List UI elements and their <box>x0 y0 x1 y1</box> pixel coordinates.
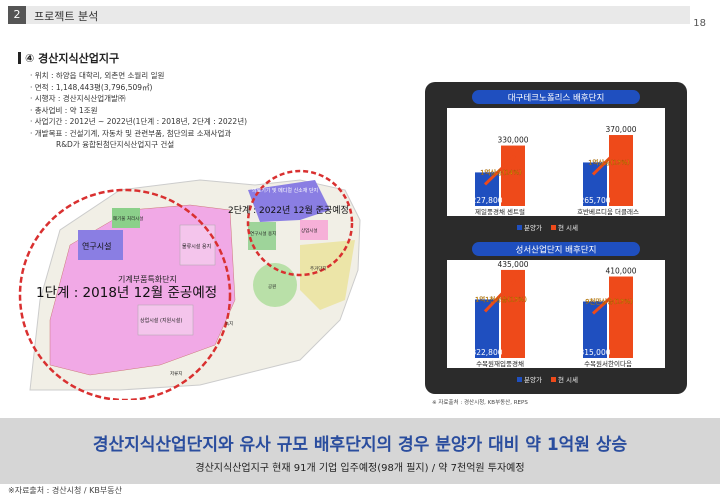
bar-sale-price <box>583 162 607 206</box>
increase-annotation: 1억상승(13%) <box>588 157 630 166</box>
section-title-text: ④ 경산지식산업지구 <box>25 52 120 65</box>
bullet-item: · 개발목표 : 건설기계, 자동차 및 관련부품, 첨단의료 소재사업과 <box>30 128 232 138</box>
page-source: ※자료출처 : 경산시청 / KB부동산 <box>8 486 122 495</box>
bullet-item: · 총사업비 : 약 1조원 <box>30 105 98 115</box>
header-title: 프로젝트 분석 <box>34 10 99 23</box>
legend-swatch-sale <box>517 377 522 382</box>
bullet-item: · 면적 : 1,148,443평(3,796,509㎡) <box>30 82 153 92</box>
category-label: 제일풍경채 센트럴 <box>475 207 525 216</box>
banner-subline: 경산지식산업지구 현재 91개 기업 입주예정(98개 필지) / 약 7천억원… <box>195 463 525 474</box>
page-number: 18 <box>693 18 706 29</box>
increase-arrow <box>591 285 625 315</box>
chart-source: ※ 자료출처 : 경산시청, KB부동산, REPS <box>432 400 528 406</box>
header-bar <box>8 6 690 24</box>
section-title: ④ 경산지식산업지구 <box>18 50 119 66</box>
zone-label: 상업시설 <box>301 227 318 234</box>
phase1-label: 1단계 : 2018년 12월 준공예정 <box>36 285 217 301</box>
category-label: 수목원서한이다음 <box>584 359 632 368</box>
data-label-current: 435,000 <box>497 260 528 269</box>
map-commercial2-zone <box>300 220 328 240</box>
price-chart-1: 대구테크노폴리스 배후단지 330,000 227,800 1억상승(14%) 제일풍경… <box>447 90 665 232</box>
map-waste-zone <box>112 208 140 228</box>
zone-label: 저류지 <box>170 370 182 377</box>
chart-title-pill <box>472 90 640 104</box>
zone-label: 폐기물 처리시설 <box>113 215 143 222</box>
data-label-current: 410,000 <box>605 267 636 276</box>
category-label: 호반베르디움 더클래스 <box>577 207 639 216</box>
chart-title: 성서산업단지 배후단지 <box>516 245 597 256</box>
map-green-zone <box>253 263 297 307</box>
zone-label: 공원 <box>268 283 276 290</box>
map-commercial-zone <box>137 304 194 336</box>
summary-banner <box>0 418 720 484</box>
zone-label: 의료기기 및 메디컬 신소재 단지 <box>252 187 318 194</box>
phase1-circle <box>18 188 232 400</box>
legend-swatch-sale <box>517 225 522 230</box>
zone-label: 녹지 <box>225 320 233 327</box>
legend-swatch-current <box>551 377 556 382</box>
price-chart-2: 성서산업단지 배후단지 435,000 322,800 1억1천상승(13%) 수목원재… <box>447 242 665 384</box>
increase-annotation: 9천만상승(13%) <box>585 296 633 305</box>
bar-sale-price <box>475 172 499 206</box>
data-label-sale: 322,800 <box>471 348 502 357</box>
category-label: 수목원재입풍경채 <box>476 359 524 368</box>
section-number: 2 <box>8 6 26 24</box>
data-label-sale: 227,800 <box>471 196 502 205</box>
legend-label-sale: 분양가 <box>524 223 542 232</box>
bullet-item: · 사업기간 : 2012년 ~ 2022년(1단계 : 2018년, 2단계 … <box>30 117 248 126</box>
title-bar <box>18 52 21 64</box>
legend-label-sale: 분양가 <box>524 375 542 384</box>
map-medical-zone <box>248 180 330 222</box>
increase-annotation: 1억상승(14%) <box>480 167 522 176</box>
increase-arrow <box>483 154 517 186</box>
legend-label-current: 현 시세 <box>558 375 578 384</box>
map-logistics-zone <box>179 224 216 266</box>
zone-label: 주거단지 <box>310 265 327 272</box>
increase-arrow <box>591 143 625 176</box>
data-label-sale: 315,000 <box>579 348 610 357</box>
bullet-list: · 위치 : 하양읍 대학리, 외촌면 소월리 일원 · 면적 : 1,148,… <box>30 70 247 151</box>
increase-arrow <box>483 278 517 313</box>
banner-headline: 경산지식산업단지와 유사 규모 배후단지의 경우 분양가 대비 약 1억원 상승 <box>92 435 628 455</box>
phase2-circle <box>246 169 354 277</box>
legend-swatch-current <box>551 225 556 230</box>
map-research-zone <box>78 230 123 260</box>
increase-annotation: 1억1천상승(13%) <box>475 294 527 303</box>
chart-title: 대구테크노폴리스 배후단지 <box>508 93 605 104</box>
data-label-current: 330,000 <box>497 136 528 145</box>
chart-title-pill <box>472 242 640 256</box>
zone-label: 연구시설 <box>82 241 111 251</box>
zone-label: 연구시설 용지 <box>250 230 276 237</box>
bar-current-price <box>501 269 525 358</box>
header: 2 프로젝트 분석 18 <box>0 0 720 30</box>
zone-label: 상업시설 (지원시설) <box>140 317 182 324</box>
bullet-item: R&D가 융합된첨단지식산업지구 건설 <box>56 140 175 149</box>
zone-label: 물류시설 용지 <box>182 243 211 250</box>
bullet-item: · 시행자 : 경산지식산업개발㈜ <box>30 94 126 103</box>
site-map: 연구시설 폐기물 처리시설 기계부품특화단지 물류시설 용지 상업시설 (지원시… <box>18 169 361 400</box>
phase2-label: 2단계 : 2022년 12월 준공예정 <box>228 204 349 216</box>
data-label-current: 370,000 <box>605 125 636 134</box>
data-label-sale: 265,700 <box>579 196 610 205</box>
bullet-item: · 위치 : 하양읍 대학리, 외촌면 소월리 일원 <box>30 71 165 80</box>
zone-label: 기계부품특화단지 <box>118 274 177 284</box>
map-residential-zone <box>300 240 355 310</box>
legend-label-current: 현 시세 <box>558 223 578 232</box>
